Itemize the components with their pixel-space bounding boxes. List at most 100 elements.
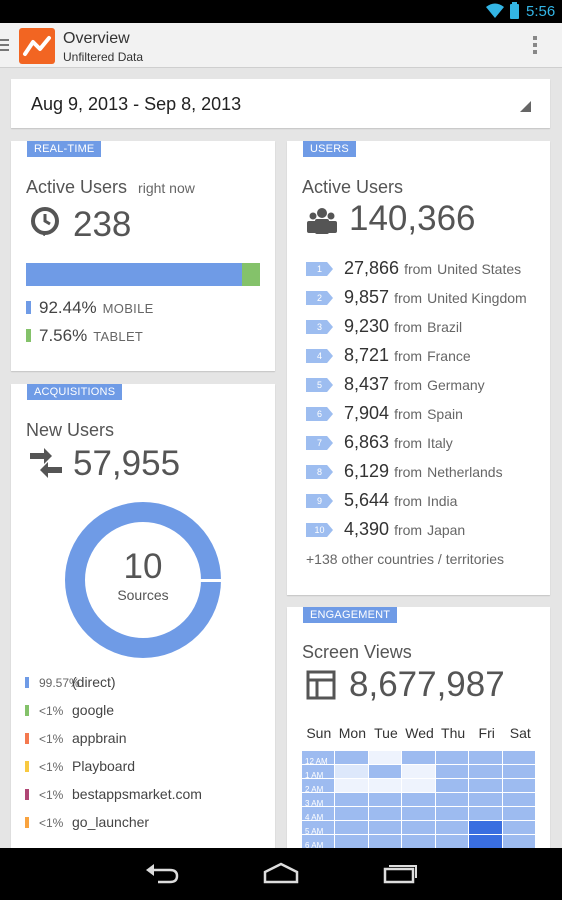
country-name: Germany — [427, 377, 485, 393]
heatmap-cell[interactable] — [469, 821, 502, 834]
heatmap-cell[interactable] — [435, 793, 469, 806]
heatmap-row: 3 AM — [302, 793, 536, 808]
heatmap-cell[interactable] — [435, 835, 469, 848]
heatmap-cell[interactable]: 12 AM — [302, 751, 335, 766]
sources-donut-chart[interactable] — [65, 502, 221, 658]
rank-badge: 10 — [306, 523, 333, 537]
source-row[interactable]: 99.57%(direct) — [25, 674, 116, 690]
heatmap-cell[interactable] — [435, 821, 469, 834]
heatmap-cell[interactable] — [502, 821, 535, 834]
heatmap-cell[interactable] — [368, 821, 402, 834]
heatmap-cell[interactable] — [435, 765, 469, 778]
rank-badge: 4 — [306, 349, 333, 363]
heatmap-cell[interactable] — [368, 779, 402, 792]
source-row[interactable]: <1% bestappsmarket.com — [25, 786, 202, 802]
heatmap-cell[interactable] — [469, 779, 502, 792]
heatmap-cell[interactable] — [335, 807, 368, 820]
heatmap-cell[interactable]: 6 AM — [302, 835, 335, 850]
back-icon[interactable] — [144, 862, 180, 884]
heatmap-cell[interactable]: 3 AM — [302, 793, 335, 808]
heatmap-cell[interactable] — [335, 821, 368, 834]
heatmap-cell[interactable] — [402, 835, 435, 848]
recents-icon[interactable] — [383, 862, 419, 884]
realtime-heading: Active Users right now — [26, 177, 195, 198]
heatmap-cell[interactable] — [368, 835, 402, 848]
date-range-selector[interactable]: Aug 9, 2013 - Sep 8, 2013 — [11, 79, 550, 128]
engagement-card[interactable]: ENGAGEMENT Screen Views 8,677,987 Sun Mon… — [287, 607, 550, 867]
action-bar: Overview Unfiltered Data — [0, 23, 562, 68]
country-value: 9,857 from United Kingdom — [344, 287, 527, 308]
heatmap-cell[interactable] — [502, 751, 535, 764]
heatmap-cell[interactable] — [402, 751, 435, 764]
source-percent: <1% — [39, 816, 64, 830]
from-label: from — [394, 493, 423, 509]
analytics-logo-icon[interactable] — [19, 28, 55, 64]
heatmap-cell[interactable]: 5 AM — [302, 821, 335, 836]
source-row[interactable]: <1% google — [25, 702, 114, 718]
heatmap-cell[interactable] — [368, 765, 402, 778]
realtime-count: 238 — [73, 205, 132, 244]
heatmap-cell[interactable] — [502, 765, 535, 778]
users-card[interactable]: USERS Active Users 140,366 1 27,866 from … — [287, 141, 550, 595]
heatmap-cell[interactable]: 1 AM — [302, 765, 335, 780]
heatmap-cell[interactable] — [368, 751, 402, 764]
day-header: Mon — [338, 725, 366, 741]
heatmap-cell[interactable] — [435, 807, 469, 820]
heatmap-cell[interactable] — [469, 751, 502, 764]
heatmap-cell[interactable] — [368, 793, 402, 806]
heatmap-cell[interactable] — [502, 779, 535, 792]
heatmap-cell[interactable] — [335, 765, 368, 778]
overflow-menu-icon[interactable] — [533, 36, 537, 56]
day-header: Wed — [405, 725, 434, 741]
country-value: 5,644 from India — [344, 490, 457, 511]
country-count: 9,857 — [344, 287, 390, 307]
heatmap-cell[interactable] — [402, 779, 435, 792]
day-header: Tue — [374, 725, 398, 741]
heatmap-cell[interactable]: 2 AM — [302, 779, 335, 794]
other-countries-text[interactable]: +138 other countries / territories — [306, 551, 505, 567]
realtime-heading-suffix: right now — [138, 180, 195, 196]
heatmap-cell[interactable] — [402, 807, 435, 820]
device-split-bar — [26, 263, 260, 286]
heatmap-cell[interactable] — [402, 765, 435, 778]
heatmap-cell[interactable] — [469, 835, 502, 848]
heatmap-cell[interactable] — [368, 807, 402, 820]
hour-label: 1 AM — [305, 771, 324, 780]
home-icon[interactable] — [263, 862, 299, 884]
day-header: Sun — [306, 725, 332, 741]
realtime-card[interactable]: REAL-TIME Active Users right now 238 92.… — [11, 141, 275, 371]
rank-badge: 9 — [306, 494, 333, 508]
mobile-swatch — [26, 301, 31, 314]
heatmap-cell[interactable] — [402, 793, 435, 806]
source-percent: <1% — [39, 704, 64, 718]
heatmap-cell[interactable] — [435, 751, 469, 764]
from-label: from — [394, 377, 423, 393]
heatmap-cell[interactable] — [469, 793, 502, 806]
heatmap-cell[interactable] — [335, 835, 368, 848]
heatmap-cell[interactable] — [402, 821, 435, 834]
rank-badge: 1 — [306, 262, 333, 276]
heatmap-cell[interactable] — [335, 751, 368, 764]
country-count: 5,644 — [344, 490, 390, 510]
heatmap-cell[interactable] — [502, 793, 535, 806]
hour-day-heatmap[interactable]: 12 AM 1 AM 2 AM 3 AM 4 AM 5 AM 6 AM — [302, 751, 536, 850]
source-row[interactable]: <1% go_launcher — [25, 814, 149, 830]
source-row[interactable]: <1% Playboard — [25, 758, 135, 774]
heatmap-cell[interactable] — [435, 779, 469, 792]
acquisitions-card[interactable]: ACQUISITIONS New Users 57,955 10 Sources… — [11, 384, 275, 854]
drawer-icon[interactable] — [0, 39, 9, 51]
heatmap-cell[interactable] — [335, 779, 368, 792]
tablet-percent: 7.56% — [39, 326, 88, 345]
heatmap-cell[interactable] — [502, 807, 535, 820]
heatmap-cell[interactable] — [469, 807, 502, 820]
country-name: Italy — [427, 435, 453, 451]
from-label: from — [394, 464, 423, 480]
country-name: Netherlands — [427, 464, 503, 480]
heatmap-cell[interactable] — [469, 765, 502, 778]
source-row[interactable]: <1% appbrain — [25, 730, 127, 746]
dropdown-triangle-icon[interactable] — [520, 101, 531, 112]
heatmap-cell[interactable] — [502, 835, 535, 848]
heatmap-cell[interactable] — [335, 793, 368, 806]
realtime-heading-text: Active Users — [26, 177, 128, 197]
heatmap-cell[interactable]: 4 AM — [302, 807, 335, 822]
